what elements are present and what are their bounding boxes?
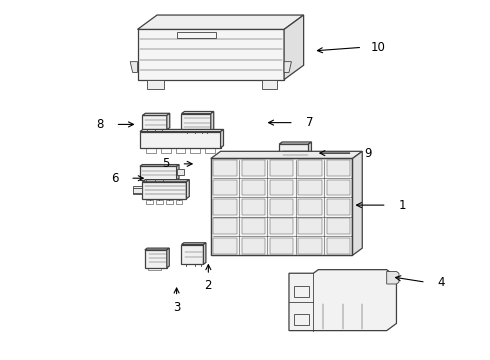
Bar	[205, 148, 215, 153]
Polygon shape	[140, 165, 179, 166]
Bar	[147, 201, 153, 204]
Polygon shape	[145, 250, 167, 268]
Bar	[156, 201, 163, 204]
Bar	[298, 180, 322, 195]
Bar	[159, 131, 165, 135]
Polygon shape	[181, 112, 214, 114]
Bar	[327, 160, 350, 176]
Text: 2: 2	[205, 279, 212, 292]
Bar	[190, 148, 200, 153]
Polygon shape	[262, 80, 277, 89]
Polygon shape	[352, 151, 362, 255]
Text: 6: 6	[111, 172, 118, 185]
Bar	[270, 160, 294, 176]
Bar	[176, 169, 184, 175]
Polygon shape	[143, 182, 186, 199]
Text: 3: 3	[173, 301, 180, 314]
Polygon shape	[145, 248, 169, 250]
Bar	[176, 32, 216, 39]
Polygon shape	[138, 15, 304, 30]
Polygon shape	[143, 180, 189, 182]
Polygon shape	[167, 248, 169, 268]
Text: 9: 9	[365, 147, 372, 159]
Bar	[147, 148, 156, 153]
Polygon shape	[284, 62, 292, 72]
Polygon shape	[387, 271, 399, 284]
Bar	[298, 219, 322, 234]
Polygon shape	[130, 62, 138, 72]
Text: 10: 10	[370, 41, 385, 54]
Bar	[327, 219, 350, 234]
Bar	[327, 199, 350, 215]
Polygon shape	[181, 243, 206, 244]
Bar	[148, 267, 161, 270]
Polygon shape	[140, 166, 176, 180]
Bar	[213, 238, 237, 253]
Polygon shape	[143, 113, 170, 116]
Polygon shape	[203, 243, 206, 264]
Bar	[145, 131, 150, 135]
Text: 7: 7	[306, 116, 313, 129]
Polygon shape	[279, 144, 309, 163]
Bar	[270, 219, 294, 234]
Polygon shape	[211, 112, 214, 132]
Bar	[298, 238, 322, 253]
Polygon shape	[143, 116, 167, 130]
Bar	[270, 238, 294, 253]
Bar	[161, 148, 171, 153]
Polygon shape	[140, 130, 223, 132]
Bar	[242, 180, 265, 195]
Bar	[175, 148, 185, 153]
Bar	[270, 180, 294, 195]
Bar	[213, 160, 237, 176]
Bar	[270, 199, 294, 215]
Bar	[133, 186, 143, 194]
Polygon shape	[211, 151, 362, 158]
Bar	[213, 219, 237, 234]
Text: 4: 4	[438, 276, 445, 289]
Bar	[152, 131, 158, 135]
Bar	[166, 201, 172, 204]
Polygon shape	[211, 158, 352, 255]
Polygon shape	[186, 180, 189, 199]
Text: 5: 5	[162, 157, 170, 170]
Bar	[298, 160, 322, 176]
Polygon shape	[279, 142, 312, 144]
Polygon shape	[220, 130, 223, 148]
Bar	[242, 219, 265, 234]
Bar	[298, 199, 322, 215]
Bar	[213, 199, 237, 215]
Polygon shape	[181, 114, 211, 132]
Polygon shape	[309, 142, 312, 163]
Polygon shape	[138, 30, 284, 80]
Polygon shape	[147, 80, 164, 89]
Polygon shape	[176, 165, 179, 180]
Polygon shape	[181, 244, 203, 264]
Bar	[242, 199, 265, 215]
Bar	[242, 238, 265, 253]
Bar	[294, 315, 309, 325]
Polygon shape	[140, 132, 220, 148]
Text: 8: 8	[96, 118, 103, 131]
Bar	[213, 180, 237, 195]
Polygon shape	[167, 113, 170, 130]
Bar	[294, 286, 309, 297]
Bar	[175, 201, 182, 204]
Bar	[327, 180, 350, 195]
Bar	[211, 158, 352, 255]
Polygon shape	[284, 15, 304, 80]
Text: 1: 1	[398, 199, 406, 212]
Polygon shape	[289, 270, 396, 330]
Bar	[242, 160, 265, 176]
Bar	[327, 238, 350, 253]
